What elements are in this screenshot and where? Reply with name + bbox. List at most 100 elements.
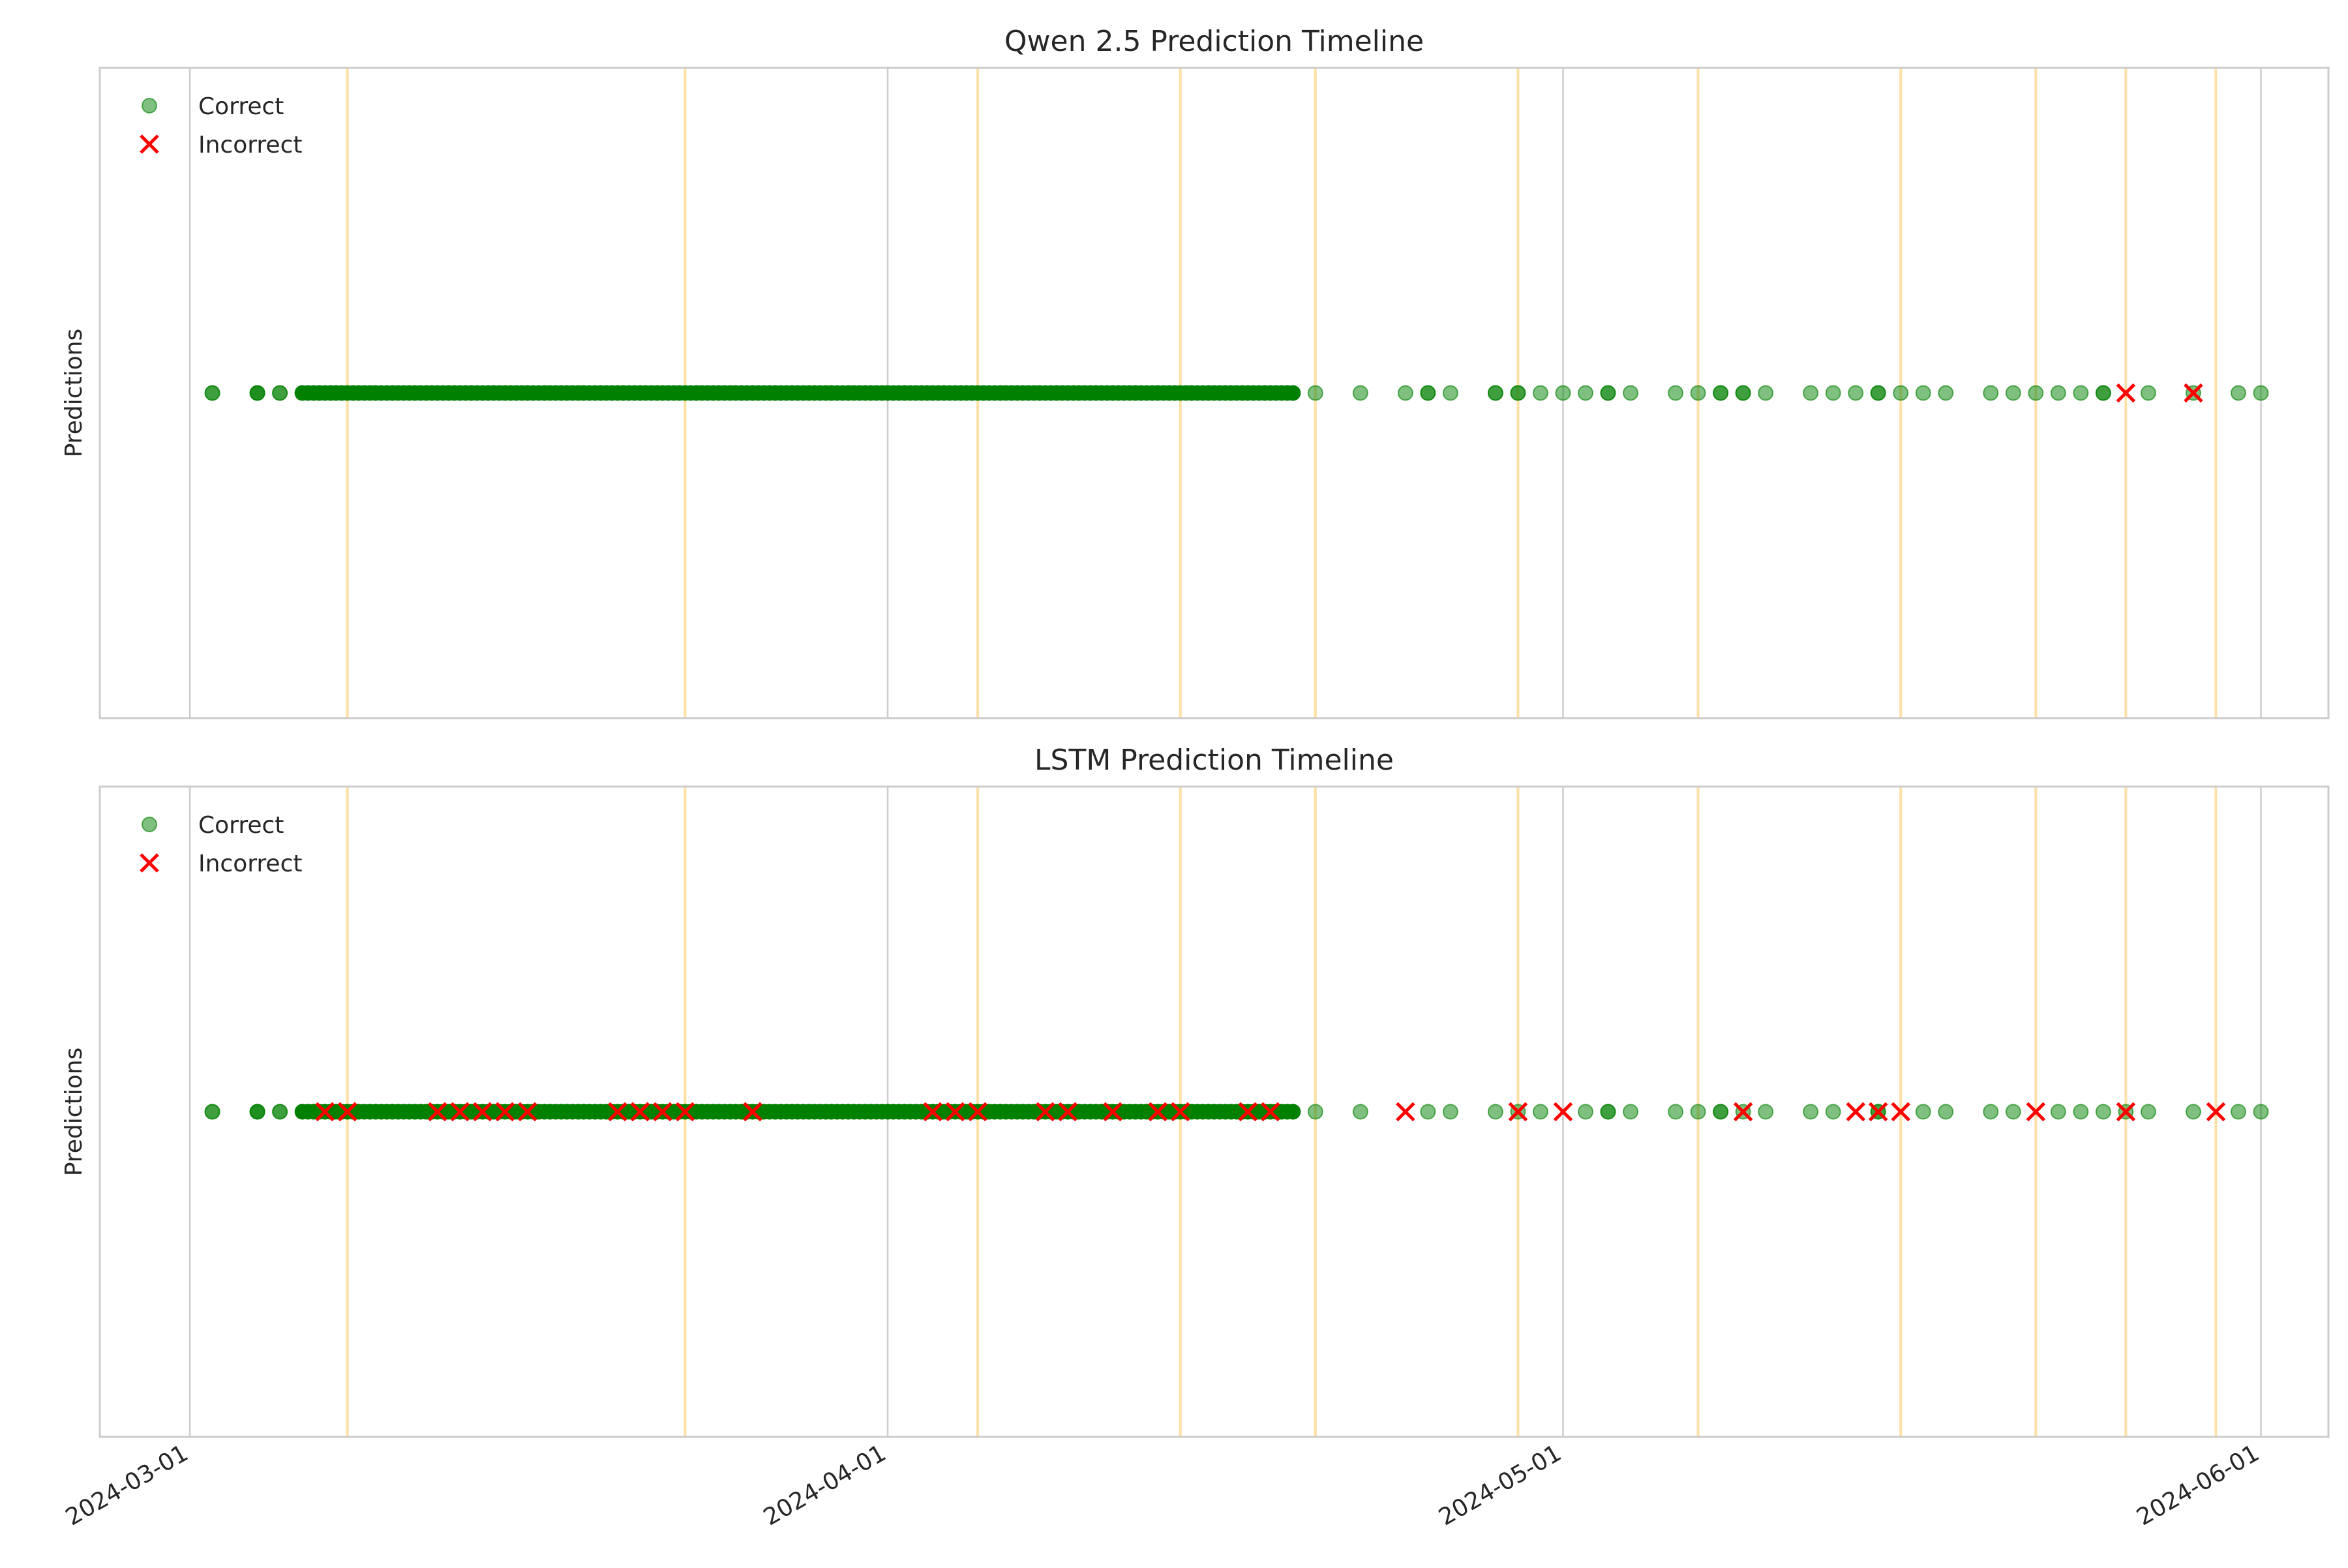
correct-point (1442, 1104, 1458, 1120)
incorrect-point (450, 1102, 470, 1122)
y-axis-label: Predictions (61, 1048, 87, 1177)
correct-point (1668, 385, 1684, 401)
incorrect-marker-stroke (1238, 1102, 1258, 1122)
correct-point (1397, 385, 1413, 401)
x-tick-label: 2024-03-01 (61, 1440, 193, 1531)
incorrect-marker-stroke (495, 1102, 515, 1122)
legend-label: Incorrect (198, 851, 303, 877)
incorrect-marker-stroke (450, 1102, 470, 1122)
correct-point (1938, 1104, 1954, 1120)
correct-point (1352, 385, 1368, 401)
correct-point (1713, 1104, 1729, 1120)
incorrect-marker-stroke (2184, 383, 2203, 403)
incorrect-marker-stroke (1396, 1102, 1415, 1122)
incorrect-point (2206, 1102, 2226, 1122)
legend-correct-marker (142, 817, 157, 832)
incorrect-marker-stroke (2026, 1102, 2046, 1122)
incorrect-marker-stroke (518, 1102, 537, 1122)
incorrect-point (1035, 1102, 1055, 1122)
incorrect-marker-stroke (427, 1102, 447, 1122)
incorrect-point (1170, 1102, 1190, 1122)
correct-point (1758, 385, 1774, 401)
correct-point (1758, 1104, 1774, 1120)
incorrect-point (1553, 1102, 1573, 1122)
correct-point (1487, 1104, 1503, 1120)
correct-point (1668, 1104, 1684, 1120)
correct-point (1578, 385, 1593, 401)
legend-incorrect-stroke (140, 853, 159, 873)
incorrect-point (1103, 1102, 1122, 1122)
incorrect-point (1261, 1102, 1280, 1122)
incorrect-point (518, 1102, 537, 1122)
incorrect-marker-stroke (1846, 1102, 1865, 1122)
correct-point (2253, 385, 2269, 401)
correct-point (1690, 385, 1706, 401)
incorrect-marker-stroke (315, 1102, 335, 1122)
correct-point (1623, 385, 1639, 401)
incorrect-point (675, 1102, 695, 1122)
correct-point (1915, 1104, 1931, 1120)
correct-point (1285, 1104, 1301, 1120)
x-tick-label: 2024-05-01 (1434, 1440, 1566, 1531)
incorrect-marker-stroke (653, 1102, 672, 1122)
correct-point (2230, 1104, 2246, 1120)
correct-point (249, 385, 265, 401)
correct-point (272, 385, 288, 401)
correct-point (1623, 1104, 1639, 1120)
correct-point (1307, 1104, 1323, 1120)
correct-point (1825, 385, 1841, 401)
legend-correct-marker (142, 98, 157, 113)
incorrect-point (1891, 1102, 1910, 1122)
incorrect-point (1396, 1102, 1415, 1122)
correct-point (1983, 385, 1999, 401)
correct-point (2050, 385, 2066, 401)
chart-title: LSTM Prediction Timeline (1034, 744, 1394, 777)
incorrect-marker-stroke (1868, 1102, 1888, 1122)
incorrect-point (2116, 383, 2136, 403)
legend-incorrect-stroke (140, 134, 159, 154)
correct-point (1600, 385, 1616, 401)
incorrect-point (1238, 1102, 1258, 1122)
legend-label: Correct (198, 93, 284, 120)
incorrect-point (1058, 1102, 1077, 1122)
incorrect-point (427, 1102, 447, 1122)
incorrect-marker-stroke (1058, 1102, 1077, 1122)
incorrect-marker-stroke (1170, 1102, 1190, 1122)
qwen-panel: Qwen 2.5 Prediction Timeline Predictions C… (61, 25, 2330, 719)
correct-point (1285, 385, 1301, 401)
correct-point (2253, 1104, 2269, 1120)
correct-point (1735, 385, 1751, 401)
legend-label: Correct (198, 812, 284, 839)
axes-frame (98, 67, 2330, 719)
incorrect-point (1148, 1102, 1167, 1122)
correct-point (1870, 385, 1886, 401)
incorrect-point (608, 1102, 627, 1122)
correct-point (1420, 1104, 1436, 1120)
correct-point (1442, 385, 1458, 401)
incorrect-marker-stroke (743, 1102, 762, 1122)
correct-point (2230, 385, 2246, 401)
correct-point (1578, 1104, 1593, 1120)
incorrect-point (2026, 1102, 2046, 1122)
incorrect-point (923, 1102, 942, 1122)
y-axis-label: Predictions (61, 329, 87, 458)
incorrect-point (1508, 1102, 1528, 1122)
incorrect-point (968, 1102, 987, 1122)
legend-label: Incorrect (198, 132, 303, 158)
correct-point (1938, 385, 1954, 401)
axes-frame (98, 785, 2330, 1438)
correct-point (2185, 1104, 2201, 1120)
correct-point (1532, 1104, 1548, 1120)
incorrect-marker-stroke (2206, 1102, 2226, 1122)
correct-point (249, 1104, 265, 1120)
lstm-panel: LSTM Prediction Timeline Predictions Corre… (61, 744, 2330, 1531)
incorrect-marker-stroke (1508, 1102, 1528, 1122)
incorrect-point (495, 1102, 515, 1122)
correct-point (2140, 385, 2156, 401)
correct-point (1307, 385, 1323, 401)
incorrect-marker-stroke (1148, 1102, 1167, 1122)
correct-point (2073, 385, 2089, 401)
correct-point (1510, 385, 1526, 401)
